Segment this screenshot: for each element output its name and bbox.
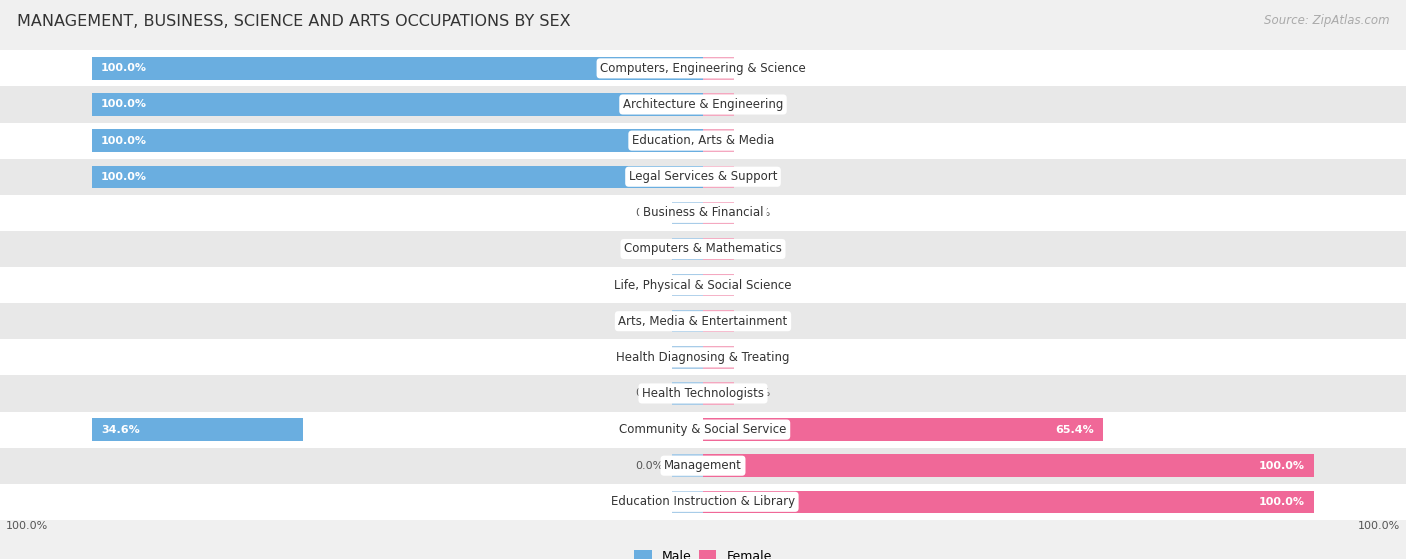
Text: 0.0%: 0.0% bbox=[636, 497, 664, 507]
Text: 34.6%: 34.6% bbox=[101, 425, 139, 434]
Text: Education Instruction & Library: Education Instruction & Library bbox=[612, 495, 794, 508]
Text: 0.0%: 0.0% bbox=[742, 389, 770, 399]
Bar bbox=[0, 411, 1406, 448]
Bar bbox=[0, 159, 1406, 195]
Text: 0.0%: 0.0% bbox=[636, 352, 664, 362]
Bar bbox=[672, 274, 703, 296]
Bar bbox=[703, 454, 1315, 477]
Text: 100.0%: 100.0% bbox=[6, 520, 48, 530]
Text: 0.0%: 0.0% bbox=[742, 244, 770, 254]
Text: Legal Services & Support: Legal Services & Support bbox=[628, 170, 778, 183]
Text: 0.0%: 0.0% bbox=[742, 280, 770, 290]
Text: 100.0%: 100.0% bbox=[1358, 520, 1400, 530]
Text: Computers & Mathematics: Computers & Mathematics bbox=[624, 243, 782, 255]
Bar bbox=[672, 310, 703, 333]
Legend: Male, Female: Male, Female bbox=[630, 544, 776, 559]
Bar bbox=[0, 267, 1406, 303]
Bar bbox=[703, 274, 734, 296]
Text: Health Diagnosing & Treating: Health Diagnosing & Treating bbox=[616, 351, 790, 364]
Text: Education, Arts & Media: Education, Arts & Media bbox=[631, 134, 775, 147]
Text: 0.0%: 0.0% bbox=[636, 244, 664, 254]
Bar bbox=[0, 376, 1406, 411]
Text: Computers, Engineering & Science: Computers, Engineering & Science bbox=[600, 62, 806, 75]
Bar bbox=[0, 122, 1406, 159]
Text: 0.0%: 0.0% bbox=[742, 100, 770, 110]
Bar bbox=[703, 418, 1102, 440]
Bar bbox=[672, 346, 703, 368]
Text: Business & Financial: Business & Financial bbox=[643, 206, 763, 219]
Text: 100.0%: 100.0% bbox=[1260, 461, 1305, 471]
Text: 100.0%: 100.0% bbox=[101, 63, 146, 73]
Text: 0.0%: 0.0% bbox=[742, 316, 770, 326]
Text: 0.0%: 0.0% bbox=[742, 352, 770, 362]
Bar bbox=[0, 448, 1406, 484]
Text: 0.0%: 0.0% bbox=[636, 316, 664, 326]
Bar bbox=[0, 339, 1406, 376]
Bar bbox=[703, 165, 734, 188]
Bar bbox=[672, 238, 703, 260]
Bar bbox=[0, 231, 1406, 267]
Text: MANAGEMENT, BUSINESS, SCIENCE AND ARTS OCCUPATIONS BY SEX: MANAGEMENT, BUSINESS, SCIENCE AND ARTS O… bbox=[17, 14, 571, 29]
Bar bbox=[0, 195, 1406, 231]
Text: Community & Social Service: Community & Social Service bbox=[619, 423, 787, 436]
Text: 0.0%: 0.0% bbox=[636, 389, 664, 399]
Bar bbox=[91, 165, 703, 188]
Text: Life, Physical & Social Science: Life, Physical & Social Science bbox=[614, 278, 792, 292]
Text: 0.0%: 0.0% bbox=[742, 172, 770, 182]
Text: 100.0%: 100.0% bbox=[101, 172, 146, 182]
Bar bbox=[91, 418, 304, 440]
Bar bbox=[672, 202, 703, 224]
Bar bbox=[703, 238, 734, 260]
Bar bbox=[703, 93, 734, 116]
Bar bbox=[703, 57, 734, 79]
Text: Health Technologists: Health Technologists bbox=[643, 387, 763, 400]
Text: Management: Management bbox=[664, 459, 742, 472]
Bar bbox=[672, 454, 703, 477]
Bar bbox=[91, 93, 703, 116]
Bar bbox=[0, 50, 1406, 87]
Text: 100.0%: 100.0% bbox=[101, 136, 146, 145]
Text: 0.0%: 0.0% bbox=[742, 63, 770, 73]
Text: 65.4%: 65.4% bbox=[1054, 425, 1094, 434]
Bar bbox=[703, 130, 734, 152]
Text: Architecture & Engineering: Architecture & Engineering bbox=[623, 98, 783, 111]
Bar bbox=[0, 484, 1406, 520]
Text: 0.0%: 0.0% bbox=[742, 136, 770, 145]
Text: Source: ZipAtlas.com: Source: ZipAtlas.com bbox=[1264, 14, 1389, 27]
Bar bbox=[672, 382, 703, 405]
Text: Arts, Media & Entertainment: Arts, Media & Entertainment bbox=[619, 315, 787, 328]
Bar bbox=[703, 491, 1315, 513]
Bar bbox=[703, 202, 734, 224]
Text: 0.0%: 0.0% bbox=[636, 461, 664, 471]
Bar bbox=[91, 130, 703, 152]
Bar bbox=[703, 346, 734, 368]
Text: 0.0%: 0.0% bbox=[636, 208, 664, 218]
Text: 0.0%: 0.0% bbox=[636, 280, 664, 290]
Text: 100.0%: 100.0% bbox=[1260, 497, 1305, 507]
Bar bbox=[703, 382, 734, 405]
Text: 100.0%: 100.0% bbox=[101, 100, 146, 110]
Text: 0.0%: 0.0% bbox=[742, 208, 770, 218]
Bar bbox=[703, 310, 734, 333]
Bar bbox=[91, 57, 703, 79]
Bar bbox=[0, 87, 1406, 122]
Bar bbox=[0, 303, 1406, 339]
Bar bbox=[672, 491, 703, 513]
